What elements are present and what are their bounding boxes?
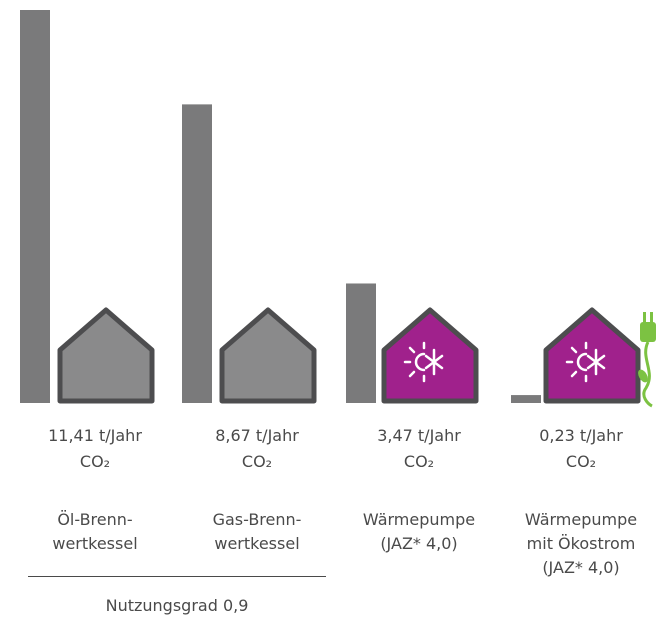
category-label-1: Gas-Brenn- wertkessel [212,510,302,553]
bar-3 [511,395,541,403]
house-icon-0 [57,307,155,404]
sun-snowflake-icon-2 [403,341,444,383]
value-label-3: 0,23 t/Jahr [539,426,623,445]
sun-snowflake-icon-3 [565,341,606,383]
heat-pump-house-icon-3 [543,307,641,404]
unit-label-2: CO₂ [403,452,435,471]
category-label-3: Wärmepumpe mit Ökostrom (JAZ* 4,0) [524,510,638,577]
category-label-0: Öl-Brenn- wertkessel [52,510,138,553]
bar-0 [20,10,50,403]
heat-pump-house-icon-2 [381,307,479,404]
footnote-label: Nutzungsgrad 0,9 [105,596,249,615]
footnote-divider [28,576,326,577]
value-label-0: 11,41 t/Jahr [48,426,142,445]
bar-2 [346,283,376,403]
unit-label-1: CO₂ [241,452,273,471]
category-label-2: Wärmepumpe (JAZ* 4,0) [362,510,476,553]
house-icon-1 [219,307,317,404]
value-label-1: 8,67 t/Jahr [215,426,299,445]
bar-1 [182,104,212,403]
power-plug-icon [638,312,656,408]
value-label-2: 3,47 t/Jahr [377,426,461,445]
unit-label-0: CO₂ [79,452,111,471]
unit-label-3: CO₂ [565,452,597,471]
